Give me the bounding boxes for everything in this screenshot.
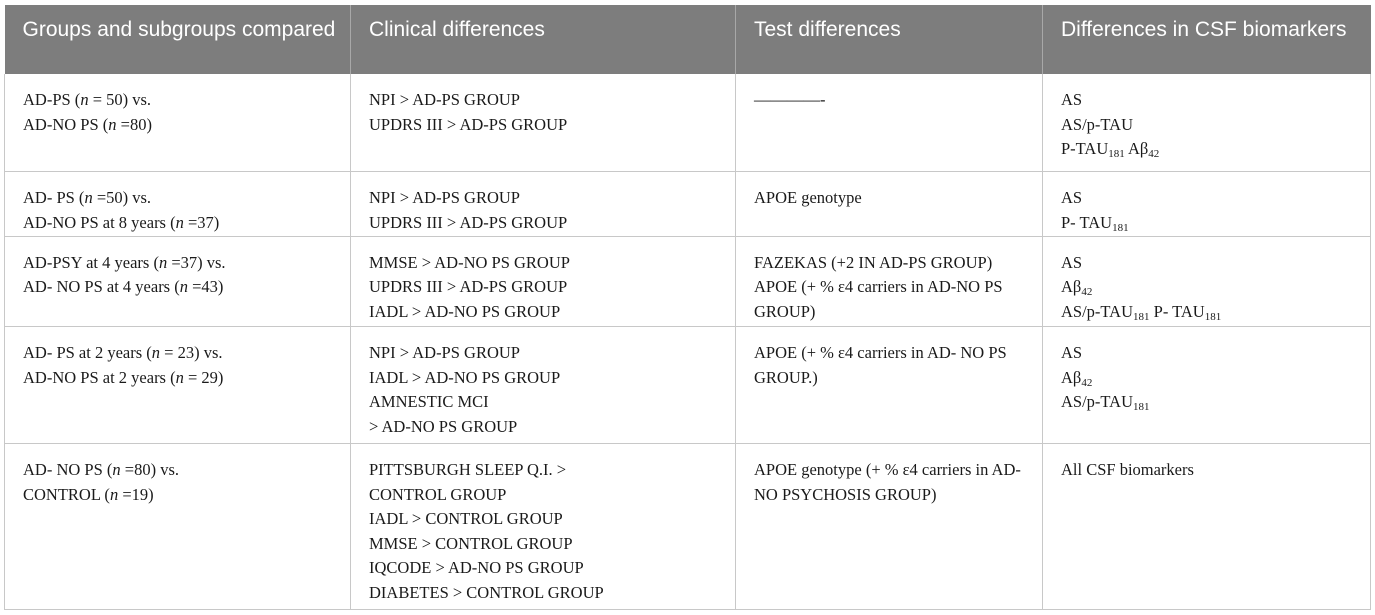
groups-line: AD-NO PS at 8 years (n =37): [23, 212, 220, 232]
table-row: AD-PS (n = 50) vs. AD-NO PS (n =80) NPI …: [4, 74, 1371, 173]
groups-line: AD-NO PS at 2 years (n = 29): [23, 367, 224, 387]
test-line: APOE (+ % ε4 carriers in AD- NO PS GROUP…: [754, 343, 1007, 387]
clinical-line: MMSE > AD-NO PS GROUP: [369, 252, 570, 272]
clinical-line: NPI > AD-PS GROUP: [369, 343, 520, 363]
csf-line: Aβ42: [1061, 277, 1093, 299]
clinical-line: DIABETES > CONTROL GROUP: [369, 582, 604, 602]
comparison-table: Groups and subgroups compared Clinical d…: [4, 5, 1371, 611]
csf-line: AS: [1061, 252, 1083, 272]
clinical-line: NPI > AD-PS GROUP: [369, 188, 520, 208]
table-row: AD- NO PS (n =80) vs. CONTROL (n =19) PI…: [4, 443, 1371, 611]
csf-cell: AS P- TAU181: [1042, 171, 1371, 237]
header-test: Test differences: [735, 5, 1043, 74]
groups-cell: AD-PSY at 4 years (n =37) vs. AD- NO PS …: [4, 236, 351, 328]
csf-line: AS/p-TAU181 P- TAU181: [1061, 301, 1222, 323]
header-clinical: Clinical differences: [350, 5, 736, 74]
table-header-row: Groups and subgroups compared Clinical d…: [4, 5, 1371, 74]
csf-line: Aβ42: [1061, 367, 1093, 389]
csf-line: All CSF biomarkers: [1061, 459, 1194, 479]
clinical-line: IADL > AD-NO PS GROUP: [369, 367, 561, 387]
test-line: APOE genotype: [754, 188, 862, 208]
csf-line: AS: [1061, 343, 1083, 363]
clinical-cell: NPI > AD-PS GROUP UPDRS III > AD-PS GROU…: [350, 74, 736, 173]
clinical-line: > AD-NO PS GROUP: [369, 417, 518, 436]
clinical-line: UPDRS III > AD-PS GROUP: [369, 114, 568, 134]
clinical-line: IADL > AD-NO PS GROUP: [369, 301, 561, 321]
header-groups: Groups and subgroups compared: [4, 5, 351, 74]
groups-cell: AD-PS (n = 50) vs. AD-NO PS (n =80): [4, 74, 351, 173]
clinical-line: PITTSBURGH SLEEP Q.I. >: [369, 459, 567, 479]
test-line: ————-: [754, 90, 826, 109]
csf-cell: AS AS/p-TAU P-TAU181 Aβ42: [1042, 74, 1371, 173]
test-cell: APOE (+ % ε4 carriers in AD- NO PS GROUP…: [735, 326, 1043, 444]
clinical-cell: PITTSBURGH SLEEP Q.I. > CONTROL GROUP IA…: [350, 443, 736, 611]
csf-cell: All CSF biomarkers: [1042, 443, 1371, 611]
table-row: AD- PS at 2 years (n = 23) vs. AD-NO PS …: [4, 326, 1371, 444]
groups-line: CONTROL (n =19): [23, 484, 154, 504]
groups-cell: AD- NO PS (n =80) vs. CONTROL (n =19): [4, 443, 351, 611]
clinical-line: CONTROL GROUP: [369, 484, 507, 504]
clinical-line: IADL > CONTROL GROUP: [369, 509, 563, 529]
csf-line: AS/p-TAU: [1061, 114, 1134, 134]
groups-line: AD- PS at 2 years (n = 23) vs.: [23, 343, 223, 363]
groups-line: AD-PS (n = 50) vs.: [23, 90, 152, 109]
groups-line: AD- PS (n =50) vs.: [23, 188, 152, 208]
test-cell: ————-: [735, 74, 1043, 173]
csf-cell: AS Aβ42 AS/p-TAU181 P- TAU181: [1042, 236, 1371, 328]
clinical-line: MMSE > CONTROL GROUP: [369, 533, 573, 553]
csf-line: AS/p-TAU181: [1061, 392, 1150, 414]
header-csf: Differences in CSF biomarkers: [1042, 5, 1371, 74]
clinical-line: AMNESTIC MCI: [369, 392, 489, 412]
csf-cell: AS Aβ42 AS/p-TAU181: [1042, 326, 1371, 444]
clinical-cell: NPI > AD-PS GROUP UPDRS III > AD-PS GROU…: [350, 171, 736, 237]
groups-line: AD-PSY at 4 years (n =37) vs.: [23, 252, 226, 272]
csf-line: AS: [1061, 188, 1083, 208]
clinical-line: NPI > AD-PS GROUP: [369, 90, 520, 109]
clinical-line: UPDRS III > AD-PS GROUP: [369, 212, 568, 232]
clinical-cell: NPI > AD-PS GROUP IADL > AD-NO PS GROUP …: [350, 326, 736, 444]
test-cell: APOE genotype: [735, 171, 1043, 237]
clinical-line: UPDRS III > AD-PS GROUP: [369, 277, 568, 297]
csf-line: P-TAU181 Aβ42: [1061, 139, 1160, 161]
groups-line: AD- NO PS at 4 years (n =43): [23, 277, 224, 297]
clinical-line: IQCODE > AD-NO PS GROUP: [369, 558, 584, 578]
groups-cell: AD- PS at 2 years (n = 23) vs. AD-NO PS …: [4, 326, 351, 444]
test-cell: FAZEKAS (+2 IN AD-PS GROUP) APOE (+ % ε4…: [735, 236, 1043, 328]
table-row: AD- PS (n =50) vs. AD-NO PS at 8 years (…: [4, 171, 1371, 237]
csf-line: P- TAU181: [1061, 212, 1129, 234]
groups-line: AD- NO PS (n =80) vs.: [23, 459, 179, 479]
test-line: APOE genotype (+ % ε4 carriers in AD- NO…: [754, 459, 1021, 504]
csf-line: AS: [1061, 90, 1083, 109]
test-line: APOE (+ % ε4 carriers in AD-NO PS GROUP): [754, 277, 1003, 321]
test-line: FAZEKAS (+2 IN AD-PS GROUP): [754, 252, 993, 272]
test-cell: APOE genotype (+ % ε4 carriers in AD- NO…: [735, 443, 1043, 611]
groups-cell: AD- PS (n =50) vs. AD-NO PS at 8 years (…: [4, 171, 351, 237]
groups-line: AD-NO PS (n =80): [23, 114, 152, 134]
table-row: AD-PSY at 4 years (n =37) vs. AD- NO PS …: [4, 236, 1371, 328]
clinical-cell: MMSE > AD-NO PS GROUP UPDRS III > AD-PS …: [350, 236, 736, 328]
